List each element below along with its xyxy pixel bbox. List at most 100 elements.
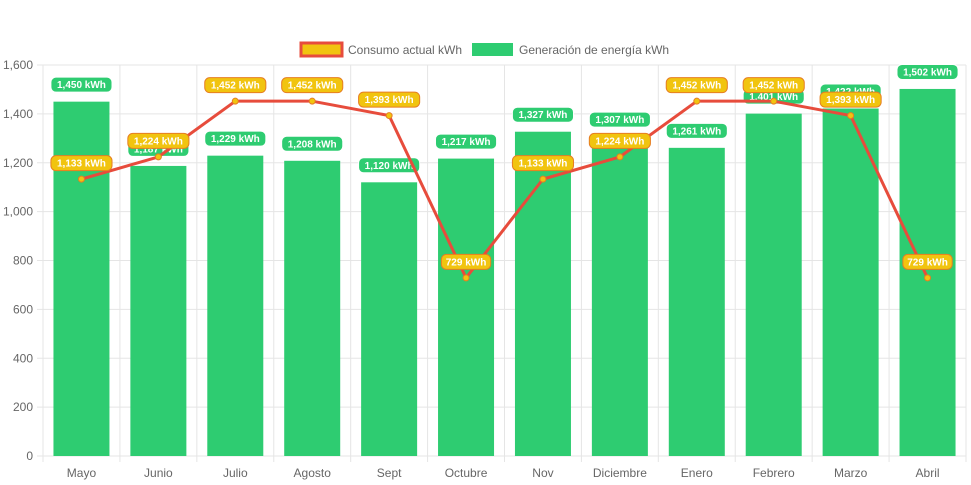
line-data-label: 1,452 kWh bbox=[742, 77, 805, 94]
bar-data-label-bg bbox=[665, 122, 728, 139]
line-data-label-bg bbox=[819, 91, 882, 108]
line-data-label-bg bbox=[127, 132, 190, 149]
legend-item-consumo[interactable]: Consumo actual kWh bbox=[299, 41, 462, 58]
bar[interactable] bbox=[53, 101, 110, 456]
line-data-label-bg bbox=[511, 155, 575, 172]
bar-data-label: 1,502 kWh bbox=[896, 63, 959, 80]
bar-data-label: 1,208 kWh bbox=[281, 135, 344, 152]
bar-data-label: 1,327 kWh bbox=[511, 106, 575, 123]
line-data-label-bg bbox=[204, 77, 267, 94]
bar-data-label-text: 1,261 kWh bbox=[672, 126, 721, 137]
line-data-label: 1,452 kWh bbox=[281, 77, 344, 94]
bar-data-label-bg bbox=[50, 76, 113, 93]
line-data-label-text: 1,133 kWh bbox=[518, 159, 567, 170]
bar[interactable] bbox=[361, 182, 418, 457]
bar-data-label-bg bbox=[358, 157, 421, 174]
y-tick-label: 200 bbox=[13, 400, 33, 414]
line-point[interactable] bbox=[308, 97, 316, 105]
line-data-label-bg bbox=[281, 77, 344, 94]
line-data-label-bg bbox=[50, 155, 113, 172]
x-tick-label: Marzo bbox=[834, 466, 868, 480]
bar-data-label-text: 1,229 kWh bbox=[211, 134, 260, 145]
line-point[interactable] bbox=[770, 97, 778, 105]
legend-item-generacion[interactable]: Generación de energía kWh bbox=[472, 43, 669, 57]
bar-data-label-text: 1,401 kWh bbox=[749, 92, 798, 103]
x-tick-label: Diciembre bbox=[593, 466, 647, 480]
line-data-label-text: 1,452 kWh bbox=[288, 81, 337, 92]
line-data-label-bg bbox=[665, 77, 728, 94]
bar-data-label-text: 1,307 kWh bbox=[595, 115, 644, 126]
bar[interactable] bbox=[668, 147, 725, 456]
legend: Consumo actual kWh Generación de energía … bbox=[299, 41, 669, 58]
bar[interactable] bbox=[591, 136, 648, 456]
line-series bbox=[77, 97, 932, 282]
line-data-label: 1,133 kWh bbox=[50, 155, 113, 172]
bar-data-label-bg bbox=[511, 106, 575, 123]
bar-data-label-bg bbox=[588, 111, 651, 128]
bar[interactable] bbox=[438, 158, 495, 456]
bar-data-label-text: 1,217 kWh bbox=[442, 137, 491, 148]
legend-label: Consumo actual kWh bbox=[348, 43, 462, 57]
line-data-label: 1,393 kWh bbox=[819, 91, 882, 108]
bar[interactable] bbox=[899, 88, 956, 456]
bar-data-label-text: 1,450 kWh bbox=[57, 80, 106, 91]
y-tick-label: 800 bbox=[13, 254, 33, 268]
x-tick-label: Enero bbox=[681, 466, 713, 480]
line-point[interactable] bbox=[924, 274, 932, 282]
bar-data-label: 1,120 kWh bbox=[358, 157, 421, 174]
bar-data-label-bg bbox=[204, 130, 267, 147]
bar-data-label-bg bbox=[896, 63, 959, 80]
bar[interactable] bbox=[514, 131, 571, 457]
bar-data-label-bg bbox=[281, 135, 344, 152]
line-point[interactable] bbox=[693, 97, 701, 105]
line-data-label: 729 kWh bbox=[440, 253, 492, 270]
grid-lines bbox=[37, 64, 967, 462]
line-point[interactable] bbox=[385, 112, 393, 120]
line-data-label-text: 1,224 kWh bbox=[134, 136, 183, 147]
line-data-label-text: 729 kWh bbox=[446, 257, 487, 268]
line-data-label-text: 1,452 kWh bbox=[749, 81, 798, 92]
y-tick-label: 400 bbox=[13, 351, 33, 365]
y-tick-label: 600 bbox=[13, 302, 33, 316]
line-data-label-text: 1,452 kWh bbox=[672, 81, 721, 92]
line-data-label: 1,393 kWh bbox=[358, 91, 421, 108]
bar-data-label-text: 1,208 kWh bbox=[288, 139, 337, 150]
line-point[interactable] bbox=[616, 153, 624, 161]
line-data-label: 1,452 kWh bbox=[665, 77, 728, 94]
x-tick-label: Octubre bbox=[445, 466, 488, 480]
line-data-label-bg bbox=[358, 91, 421, 108]
x-tick-label: Junio bbox=[144, 466, 173, 480]
bar[interactable] bbox=[745, 113, 802, 457]
line-point[interactable] bbox=[847, 112, 855, 120]
bar-data-label: 1,217 kWh bbox=[434, 133, 498, 150]
line-point[interactable] bbox=[77, 175, 85, 183]
legend-swatch bbox=[299, 41, 344, 58]
line-point[interactable] bbox=[154, 153, 162, 161]
line-data-label-text: 1,393 kWh bbox=[826, 95, 875, 106]
x-tick-label: Nov bbox=[532, 466, 553, 480]
line-data-label-bg bbox=[742, 77, 805, 94]
line-data-label-text: 1,133 kWh bbox=[57, 159, 106, 170]
bar[interactable] bbox=[207, 155, 264, 456]
line-data-label-bg bbox=[902, 253, 953, 270]
bar-data-label: 1,307 kWh bbox=[588, 111, 651, 128]
bar-data-label: 1,229 kWh bbox=[204, 130, 267, 147]
line-point[interactable] bbox=[462, 274, 470, 282]
y-tick-label: 1,000 bbox=[3, 205, 33, 219]
y-tick-label: 1,600 bbox=[3, 58, 33, 72]
y-axis: 0 200 400 600 800 1,000 1,200 1,400 1,600 bbox=[3, 58, 33, 463]
line-data-label: 1,452 kWh bbox=[204, 77, 267, 94]
bar-data-label: 1,450 kWh bbox=[50, 76, 113, 93]
line-point[interactable] bbox=[231, 97, 239, 105]
line-data-label-bg bbox=[440, 253, 492, 270]
line-data-label-bg bbox=[588, 132, 651, 149]
x-tick-label: Julio bbox=[223, 466, 248, 480]
bar-data-label-text: 1,502 kWh bbox=[903, 67, 952, 78]
bar-data-label-text: 1,120 kWh bbox=[365, 161, 414, 172]
bar[interactable] bbox=[284, 160, 341, 457]
bar[interactable] bbox=[130, 165, 187, 456]
line-point[interactable] bbox=[539, 175, 547, 183]
bar[interactable] bbox=[822, 108, 879, 456]
